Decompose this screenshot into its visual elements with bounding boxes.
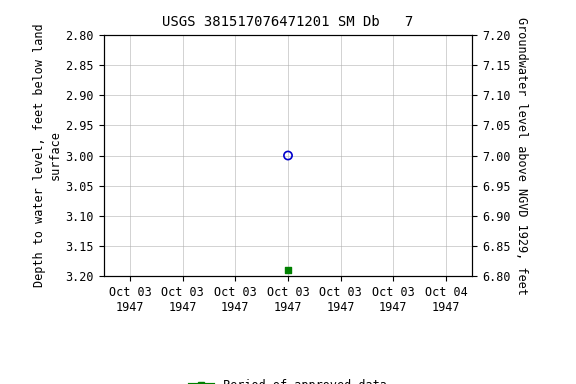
Title: USGS 381517076471201 SM Db   7: USGS 381517076471201 SM Db 7 bbox=[162, 15, 414, 29]
Y-axis label: Groundwater level above NGVD 1929, feet: Groundwater level above NGVD 1929, feet bbox=[515, 17, 528, 295]
Y-axis label: Depth to water level, feet below land
surface: Depth to water level, feet below land su… bbox=[33, 24, 61, 287]
Point bbox=[283, 152, 293, 159]
Point bbox=[283, 267, 293, 273]
Legend: Period of approved data: Period of approved data bbox=[185, 374, 391, 384]
